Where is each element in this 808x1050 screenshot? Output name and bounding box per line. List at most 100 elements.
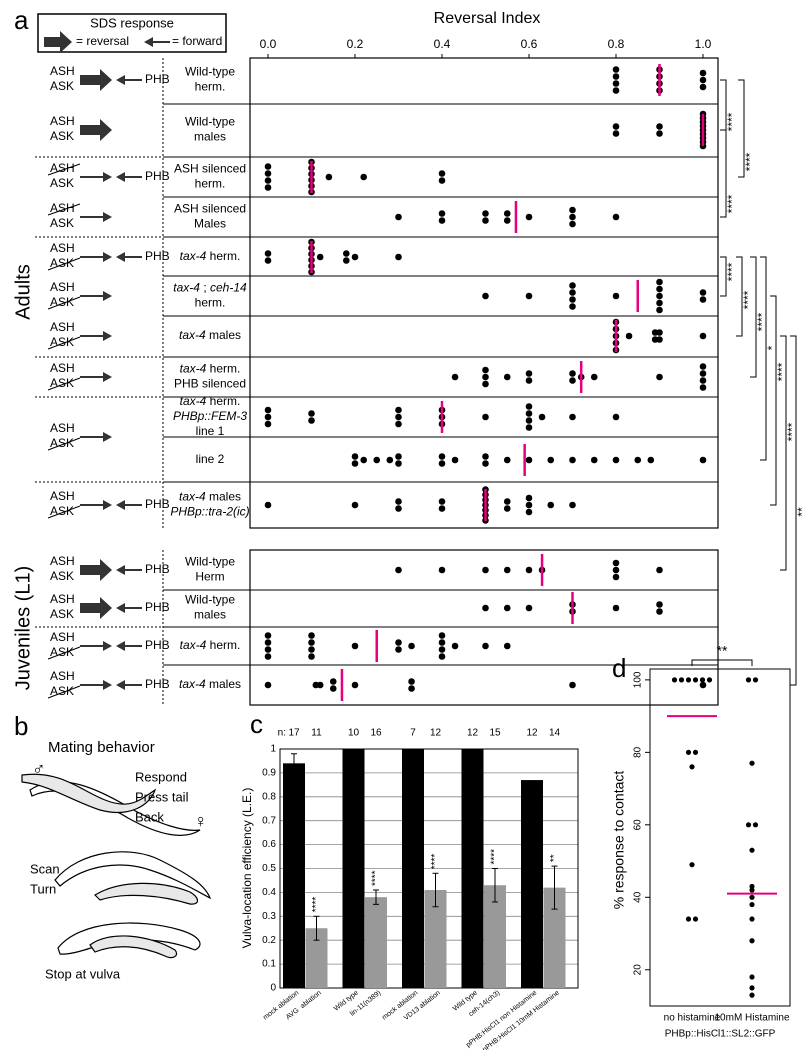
significance-label: ** bbox=[717, 643, 728, 659]
row-label-part: tax-4 bbox=[179, 490, 206, 504]
row-label-part: tax-4 bbox=[180, 249, 207, 263]
bar bbox=[283, 763, 305, 988]
data-point bbox=[525, 494, 533, 502]
neuron-label: ASH bbox=[50, 361, 75, 375]
row-label-part: tax-4 bbox=[180, 394, 207, 408]
sex-symbol: ♀ bbox=[194, 811, 208, 831]
circuit-arrow bbox=[116, 565, 125, 575]
data-point bbox=[438, 498, 446, 505]
row-label-part: line 1 bbox=[196, 424, 225, 438]
data-point bbox=[692, 916, 699, 922]
data-point bbox=[264, 420, 272, 428]
data-point bbox=[612, 80, 620, 87]
row-label: tax-4 herm. bbox=[180, 394, 241, 408]
circuit-arrow bbox=[116, 252, 125, 262]
row-label: ASH silenced bbox=[174, 162, 246, 176]
row-label-part: tax-4 bbox=[173, 281, 200, 295]
data-point bbox=[438, 505, 446, 512]
data-point bbox=[360, 456, 368, 464]
data-point bbox=[656, 306, 663, 314]
data-point bbox=[438, 453, 446, 460]
significance-label: **** bbox=[743, 152, 757, 171]
data-point bbox=[525, 370, 533, 377]
row-label-part: Wild-type bbox=[185, 593, 235, 607]
data-point bbox=[612, 292, 620, 300]
data-point bbox=[749, 847, 755, 853]
y-tick-label: 0.3 bbox=[262, 911, 276, 922]
significance-bracket bbox=[738, 79, 745, 178]
data-point bbox=[482, 460, 489, 467]
group-label: Adults bbox=[12, 264, 34, 320]
data-point bbox=[612, 573, 620, 581]
data-point bbox=[612, 559, 620, 567]
data-point bbox=[264, 170, 272, 177]
significance-label: **** bbox=[430, 854, 441, 870]
neuron-label: ASK bbox=[50, 176, 74, 190]
data-point bbox=[525, 566, 533, 574]
data-point bbox=[525, 403, 533, 410]
neuron-label: ASK bbox=[50, 607, 74, 621]
data-point bbox=[525, 508, 533, 516]
n-value: 12 bbox=[467, 728, 479, 739]
x-tick-label: 10mM Histamine bbox=[714, 1013, 789, 1024]
data-point bbox=[699, 289, 707, 296]
circuit-arrow bbox=[103, 641, 112, 651]
data-point bbox=[689, 764, 695, 770]
data-point bbox=[308, 646, 315, 653]
data-point bbox=[264, 681, 272, 689]
y-tick-label: 80 bbox=[633, 746, 644, 758]
data-point bbox=[699, 76, 707, 84]
ablation-strike bbox=[47, 377, 81, 391]
row-label-part: males bbox=[206, 677, 241, 691]
circuit-arrow bbox=[80, 559, 112, 581]
circuit-arrow bbox=[116, 641, 125, 651]
data-point bbox=[612, 66, 620, 73]
legend-label: = reversal bbox=[76, 34, 129, 48]
row-label-part: tax-4 bbox=[179, 677, 206, 691]
data-point bbox=[438, 653, 446, 660]
row-label: Males bbox=[194, 217, 226, 231]
y-tick-label: 0.5 bbox=[262, 863, 276, 874]
data-point bbox=[569, 681, 576, 689]
data-point bbox=[569, 282, 576, 289]
neuron-label: PHB bbox=[145, 677, 170, 691]
data-point bbox=[482, 453, 489, 460]
data-point bbox=[569, 220, 576, 228]
row-label-part: ; bbox=[200, 281, 210, 295]
data-point bbox=[264, 639, 272, 646]
ablation-strike bbox=[47, 296, 81, 310]
x-tick-label: 0.8 bbox=[608, 37, 625, 51]
data-point bbox=[656, 373, 663, 381]
data-point bbox=[503, 373, 511, 381]
data-point bbox=[343, 250, 350, 257]
data-point bbox=[482, 413, 489, 421]
ablation-strike bbox=[47, 203, 81, 216]
worm bbox=[54, 851, 212, 900]
data-point bbox=[612, 456, 620, 464]
data-point bbox=[525, 604, 533, 612]
row-label-part: PHBp::FEM-3 bbox=[173, 409, 247, 423]
data-point bbox=[264, 250, 272, 257]
data-point bbox=[656, 601, 663, 608]
row-label: PHBp::FEM-3 bbox=[173, 409, 247, 423]
data-point bbox=[749, 760, 755, 766]
data-point bbox=[745, 677, 752, 683]
legend-label: = forward bbox=[172, 34, 222, 48]
data-point bbox=[482, 366, 489, 374]
y-tick-label: 100 bbox=[633, 671, 644, 688]
x-tick-label: 0.4 bbox=[434, 37, 451, 51]
data-point bbox=[525, 424, 533, 431]
data-point bbox=[351, 253, 359, 261]
data-point bbox=[699, 83, 707, 91]
plot-frame bbox=[249, 57, 719, 529]
data-point bbox=[525, 213, 533, 221]
x-tick-label: 0.0 bbox=[260, 37, 277, 51]
data-point bbox=[689, 862, 695, 868]
data-point bbox=[264, 163, 272, 170]
data-point bbox=[386, 456, 394, 464]
neuron-label: ASH bbox=[50, 421, 75, 435]
data-point bbox=[699, 370, 707, 377]
data-point bbox=[656, 566, 663, 574]
panel-title: Mating behavior bbox=[48, 739, 155, 756]
